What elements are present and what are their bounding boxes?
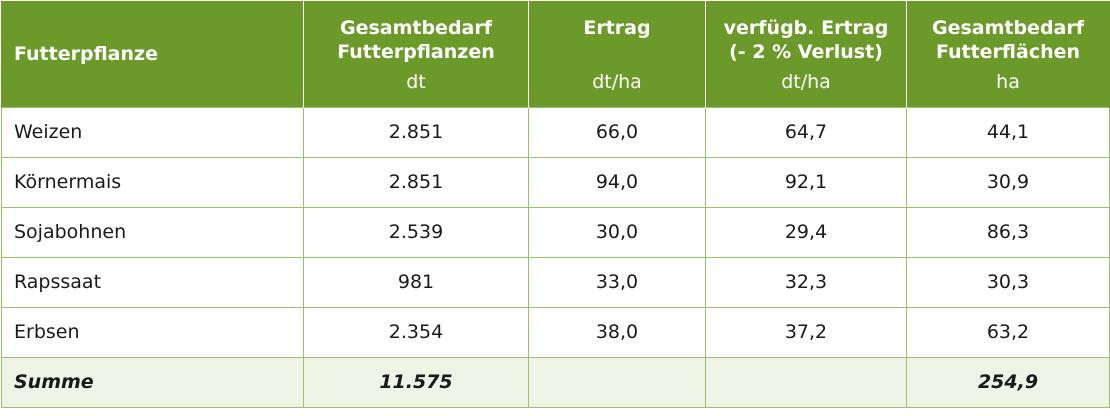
cell-bedarf: 2.354 — [303, 306, 529, 358]
header-ertrag: Ertrag dt/ha — [528, 1, 706, 107]
header-col3-line2: (- 2 % Verlust) — [729, 40, 883, 63]
header-gesamtbedarf-futterflaechen: Gesamtbedarf Futterflächen ha — [906, 1, 1110, 107]
summary-bedarf: 11.575 — [303, 356, 529, 408]
header-futterpflanze: Futterpflanze — [1, 1, 304, 107]
cell-flaeche: 44,1 — [906, 106, 1110, 158]
cell-ertrag: 33,0 — [528, 256, 706, 308]
cell-bedarf: 981 — [303, 256, 529, 308]
cell-name: Körnermais — [1, 156, 304, 208]
cell-name: Rapssaat — [1, 256, 304, 308]
table-row: Körnermais 2.851 94,0 92,1 30,9 — [1, 156, 1110, 208]
header-col3-line1: verfügb. Ertrag — [723, 16, 889, 39]
summary-label: Summe — [1, 356, 304, 408]
cell-verfuegbar: 32,3 — [705, 256, 907, 308]
header-col4-line2: Futterflächen — [935, 40, 1081, 63]
header-col4-line1: Gesamtbedarf — [931, 16, 1085, 39]
cell-name: Erbsen — [1, 306, 304, 358]
header-col1-unit: dt — [406, 70, 426, 93]
table-row: Erbsen 2.354 38,0 37,2 63,2 — [1, 306, 1110, 358]
cell-flaeche: 30,3 — [906, 256, 1110, 308]
header-col2-unit: dt/ha — [592, 70, 642, 93]
cell-bedarf: 2.851 — [303, 106, 529, 158]
header-col2-title: Ertrag — [583, 16, 651, 39]
summary-ertrag — [528, 356, 706, 408]
header-futterpflanze-label: Futterpflanze — [14, 42, 158, 65]
cell-verfuegbar: 29,4 — [705, 206, 907, 258]
cell-bedarf: 2.539 — [303, 206, 529, 258]
table-row: Rapssaat 981 33,0 32,3 30,3 — [1, 256, 1110, 308]
cell-ertrag: 30,0 — [528, 206, 706, 258]
cell-bedarf: 2.851 — [303, 156, 529, 208]
cell-ertrag: 66,0 — [528, 106, 706, 158]
header-row: Futterpflanze Gesamtbedarf Futterpflanze… — [1, 1, 1110, 107]
summary-flaeche: 254,9 — [906, 356, 1110, 408]
cell-verfuegbar: 37,2 — [705, 306, 907, 358]
cell-flaeche: 86,3 — [906, 206, 1110, 258]
cell-verfuegbar: 64,7 — [705, 106, 907, 158]
cell-flaeche: 30,9 — [906, 156, 1110, 208]
summary-row: Summe 11.575 254,9 — [1, 356, 1110, 408]
cell-name: Weizen — [1, 106, 304, 158]
cell-ertrag: 38,0 — [528, 306, 706, 358]
summary-verfuegbar — [705, 356, 907, 408]
cell-flaeche: 63,2 — [906, 306, 1110, 358]
table-row: Sojabohnen 2.539 30,0 29,4 86,3 — [1, 206, 1110, 258]
header-col3-unit: dt/ha — [781, 70, 831, 93]
cell-ertrag: 94,0 — [528, 156, 706, 208]
header-verfuegbarer-ertrag: verfügb. Ertrag (- 2 % Verlust) dt/ha — [705, 1, 907, 107]
header-col1-line2: Futterpflanzen — [337, 40, 495, 63]
feed-crop-table: Futterpflanze Gesamtbedarf Futterpflanze… — [1, 1, 1110, 408]
header-col1-line1: Gesamtbedarf — [339, 16, 493, 39]
header-gesamtbedarf-futterpflanzen: Gesamtbedarf Futterpflanzen dt — [303, 1, 529, 107]
cell-name: Sojabohnen — [1, 206, 304, 258]
header-col4-unit: ha — [996, 70, 1020, 93]
table-row: Weizen 2.851 66,0 64,7 44,1 — [1, 106, 1110, 158]
cell-verfuegbar: 92,1 — [705, 156, 907, 208]
